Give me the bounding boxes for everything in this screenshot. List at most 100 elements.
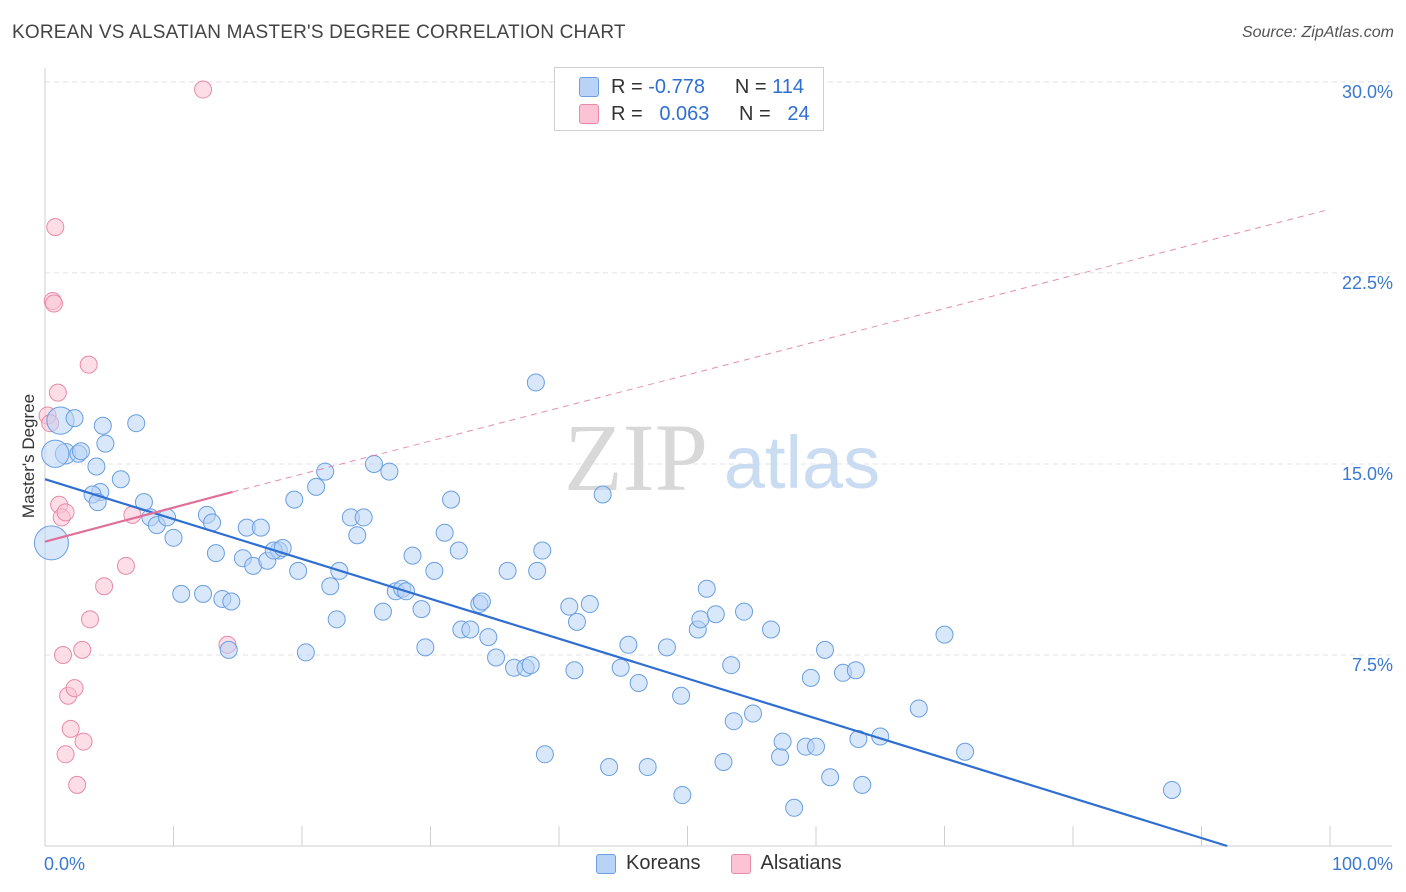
korean-point (373, 602, 392, 621)
korean-point (416, 638, 435, 657)
korean-point (442, 490, 461, 509)
alsatians-trend-extension (232, 208, 1331, 493)
series-legend: Koreans Alsatians (596, 852, 872, 875)
r-label: R = (611, 75, 643, 98)
r-value-koreans: -0.778 (648, 75, 705, 98)
alsatian-point (48, 383, 67, 402)
korean-point (96, 434, 115, 453)
trend-lines (44, 208, 1331, 848)
legend-row-koreans: R = -0.778 N = 114 (579, 75, 804, 99)
x-tick-label: 100.0% (1332, 854, 1393, 874)
korean-point (289, 561, 308, 580)
koreans-trend-line (44, 478, 1228, 848)
korean-point (697, 579, 716, 598)
korean-point (909, 699, 928, 718)
tick-labels: 7.5% 15.0% 22.5% 30.0% 0.0% 100.0% (44, 82, 1393, 874)
korean-point (724, 712, 743, 731)
korean-point (380, 462, 399, 481)
korean-point (222, 592, 241, 611)
n-value-koreans: 114 (772, 75, 805, 98)
chart-title: KOREAN VS ALSATIAN MASTER'S DEGREE CORRE… (12, 22, 626, 43)
korean-point (535, 745, 554, 764)
korean-point (472, 592, 491, 611)
korean-point (285, 490, 304, 509)
alsatian-point (56, 745, 75, 764)
y-tick-label: 30.0% (1342, 82, 1393, 102)
alsatian-point (80, 610, 99, 629)
chart-source: Source: ZipAtlas.com (1241, 24, 1394, 41)
korean-point (251, 518, 270, 537)
korean-point (706, 605, 725, 624)
x-tick-label: 0.0% (44, 854, 85, 874)
alsatians-points (38, 80, 237, 794)
alsatian-point (46, 218, 65, 237)
korean-point (691, 610, 710, 629)
korean-point (194, 584, 213, 603)
korean-point (521, 656, 540, 675)
korean-point (364, 454, 383, 473)
alsatians-swatch (730, 853, 751, 874)
korean-point (762, 620, 781, 639)
alsatian-point (73, 640, 92, 659)
koreans-swatch (579, 77, 599, 97)
korean-point (87, 457, 106, 476)
watermark-atlas: atlas (724, 421, 880, 504)
alsatian-point (56, 503, 75, 522)
alsatian-point (95, 577, 114, 596)
y-tick-label: 15.0% (1342, 464, 1393, 484)
korean-point (735, 602, 754, 621)
korean-point (33, 525, 69, 561)
n-label: N = (734, 75, 767, 98)
korean-point (435, 523, 454, 542)
korean-point (567, 612, 586, 631)
koreans-swatch (596, 853, 616, 874)
alsatian-point (68, 775, 87, 794)
korean-point (316, 462, 335, 481)
correlation-legend: R = -0.778 N = 114 R = 0.063 N = 24 (554, 67, 824, 131)
korean-point (714, 752, 733, 771)
alsatians-trend-line (44, 490, 233, 543)
korean-point (127, 414, 146, 433)
n-label: N = (739, 102, 771, 125)
korean-point (580, 595, 599, 614)
korean-point (744, 704, 763, 723)
korean-point (71, 442, 90, 461)
y-axis-label: Master's Degree (19, 394, 38, 518)
korean-point (801, 668, 820, 687)
korean-point (785, 798, 804, 817)
korean-point (327, 610, 346, 629)
legend-label-koreans: Koreans (626, 852, 701, 874)
korean-point (348, 526, 367, 545)
alsatian-point (79, 355, 98, 374)
alsatian-point (116, 556, 135, 575)
korean-point (164, 528, 183, 547)
korean-point (821, 768, 840, 787)
korean-point (560, 597, 579, 616)
alsatian-point (44, 294, 63, 313)
korean-point (565, 661, 584, 680)
korean-point (657, 638, 676, 657)
n-value-alsatians: 24 (787, 102, 810, 125)
korean-point (815, 640, 834, 659)
legend-item-alsatians[interactable]: Alsatians (730, 852, 842, 875)
korean-point (498, 561, 517, 580)
korean-point (771, 747, 790, 766)
watermark-zip: ZIP (564, 404, 708, 511)
alsatian-point (65, 679, 84, 698)
alsatian-point (74, 732, 93, 751)
y-tick-label: 22.5% (1342, 273, 1393, 293)
korean-point (425, 561, 444, 580)
korean-point (219, 640, 238, 659)
korean-point (354, 508, 373, 527)
korean-point (321, 577, 340, 596)
korean-point (807, 737, 825, 756)
korean-point (600, 758, 619, 777)
korean-point (412, 600, 431, 619)
korean-point (638, 758, 657, 777)
legend-item-koreans[interactable]: Koreans (596, 852, 701, 875)
korean-point (65, 409, 84, 428)
korean-point (206, 544, 225, 563)
korean-point (619, 635, 638, 654)
korean-point (611, 658, 630, 677)
